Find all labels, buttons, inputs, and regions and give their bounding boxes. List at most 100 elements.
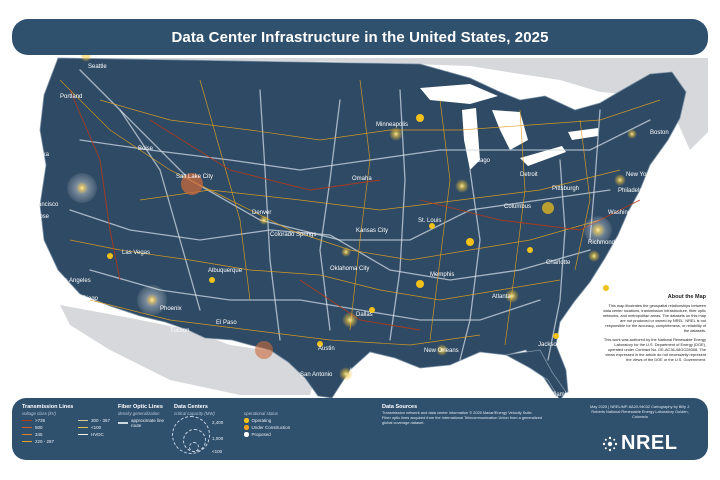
city-label: Wilmington xyxy=(614,286,644,292)
legend-item: 345 xyxy=(22,432,43,437)
city-label: Pittsburgh xyxy=(552,186,579,192)
transmission-network xyxy=(59,79,661,346)
data-center-legend-subtitle: critical capacity (MW) xyxy=(174,411,215,416)
city-label: New York xyxy=(626,172,652,178)
city-label: Las Vegas xyxy=(122,250,150,256)
city-label: Omaha xyxy=(352,176,372,182)
legend-bar: Transmission Lines voltage class (kV) >7… xyxy=(12,398,708,460)
legend-label: 220 - 287 xyxy=(35,439,55,444)
line-swatch xyxy=(22,440,32,443)
city-label: Eureka xyxy=(30,152,50,158)
city-label: Atlanta xyxy=(492,294,511,300)
data-center-clusters xyxy=(67,50,637,381)
city-label: Phoenix xyxy=(160,306,182,312)
city-label: New Orleans xyxy=(424,348,459,354)
city-label: San Francisco xyxy=(20,202,59,208)
title-bar: Data Center Infrastructure in the United… xyxy=(12,19,708,55)
city-label: Seattle xyxy=(88,64,107,70)
legend-item: approximate line route xyxy=(118,418,167,428)
city-label: Tucson xyxy=(170,328,189,334)
data-center-legend-title: Data Centers xyxy=(174,404,208,410)
city-label: Washington xyxy=(608,210,639,216)
city-label: Salt Lake City xyxy=(176,174,213,180)
legend-item: 220 - 287 xyxy=(22,439,54,444)
legend-item: HVDC xyxy=(78,432,104,437)
city-label: Columbus xyxy=(504,204,531,210)
line-swatch xyxy=(78,433,88,436)
sources-legend-title: Data Sources xyxy=(382,404,418,410)
city-label: Houston xyxy=(350,368,372,374)
legend-item: Proposed xyxy=(244,432,271,437)
city-label: Dallas xyxy=(356,312,373,318)
line-swatch xyxy=(22,426,32,429)
about-panel: About the Map This map illustrates the g… xyxy=(600,294,706,366)
legend-item: Under Construction xyxy=(244,425,290,430)
city-label: Los Angeles xyxy=(58,278,91,284)
transmission-legend-subtitle: voltage class (kV) xyxy=(22,411,56,416)
legend-item: 300 - 367 xyxy=(78,418,110,423)
fiber-legend-title: Fiber Optic Lines xyxy=(118,404,163,410)
legend-label: Operating xyxy=(251,418,272,423)
us-land xyxy=(39,57,687,399)
canada-land xyxy=(12,58,708,150)
legend-label: 345 xyxy=(35,432,43,437)
city-label: Portland xyxy=(60,94,82,100)
map-title: Data Center Infrastructure in the United… xyxy=(171,28,549,46)
line-swatch xyxy=(78,419,88,422)
construction-dot-icon xyxy=(244,425,249,430)
line-swatch xyxy=(22,433,32,436)
city-label: Minneapolis xyxy=(376,122,408,128)
sources-text: Transmission network and data center inf… xyxy=(382,410,542,425)
lake-superior xyxy=(420,84,498,104)
lake-michigan xyxy=(462,108,480,170)
nrel-sun-icon xyxy=(602,436,618,451)
lake-huron xyxy=(492,110,528,150)
legend-item: Operating xyxy=(244,418,271,423)
city-label: Denver xyxy=(252,210,271,216)
legend-item: <100 xyxy=(78,425,101,430)
city-label: Memphis xyxy=(430,272,454,278)
about-paragraph: This map illustrates the geospatial rela… xyxy=(602,303,706,333)
size-label: <100 xyxy=(212,449,223,454)
about-paragraph: This work was authored by the National R… xyxy=(603,337,706,362)
city-label: Detroit xyxy=(520,172,538,178)
city-label: Boise xyxy=(138,146,154,152)
legend-label: <100 xyxy=(91,425,102,430)
line-swatch xyxy=(22,419,32,422)
legend-label: HVDC xyxy=(91,432,104,437)
proposed-dot-icon xyxy=(244,432,249,437)
city-label: El Paso xyxy=(216,320,237,326)
legend-label: >735 xyxy=(35,418,46,423)
city-label: San Diego xyxy=(70,296,99,302)
city-label: Jacksonville xyxy=(538,342,571,348)
city-label: Philadelphia xyxy=(618,188,651,194)
city-label: San Jose xyxy=(24,214,50,220)
nrel-logo: NREL xyxy=(602,432,677,455)
florida xyxy=(504,349,567,401)
operating-dot-icon xyxy=(244,418,249,423)
size-ring-large xyxy=(172,416,210,454)
fiber-legend-subtitle: density generalization xyxy=(118,411,160,416)
city-label: Chicago xyxy=(468,158,491,164)
city-label: Austin xyxy=(318,346,335,352)
city-label: San Antonio xyxy=(300,372,333,378)
city-label: Richmond xyxy=(588,240,615,246)
city-label: Boston xyxy=(650,130,669,136)
credit-text: May 2025 | NREL/MP-6A20-94032 Cartograph… xyxy=(589,404,691,419)
legend-label: Under Construction xyxy=(251,425,291,430)
legend-label: approximate line route xyxy=(131,418,165,428)
city-label: Charlotte xyxy=(546,260,571,266)
line-swatch xyxy=(78,426,88,429)
size-label: 1,000 xyxy=(212,436,224,441)
city-label: Kansas City xyxy=(356,228,388,234)
lake-ontario xyxy=(568,128,598,140)
size-label: 2,400 xyxy=(212,420,224,425)
about-heading: About the Map xyxy=(667,294,706,300)
lake-erie xyxy=(520,146,566,166)
city-label: Oklahoma City xyxy=(330,266,369,272)
city-label: Miami xyxy=(550,392,566,398)
legend-label: 500 xyxy=(35,425,43,430)
transmission-legend-title: Transmission Lines xyxy=(22,404,74,410)
